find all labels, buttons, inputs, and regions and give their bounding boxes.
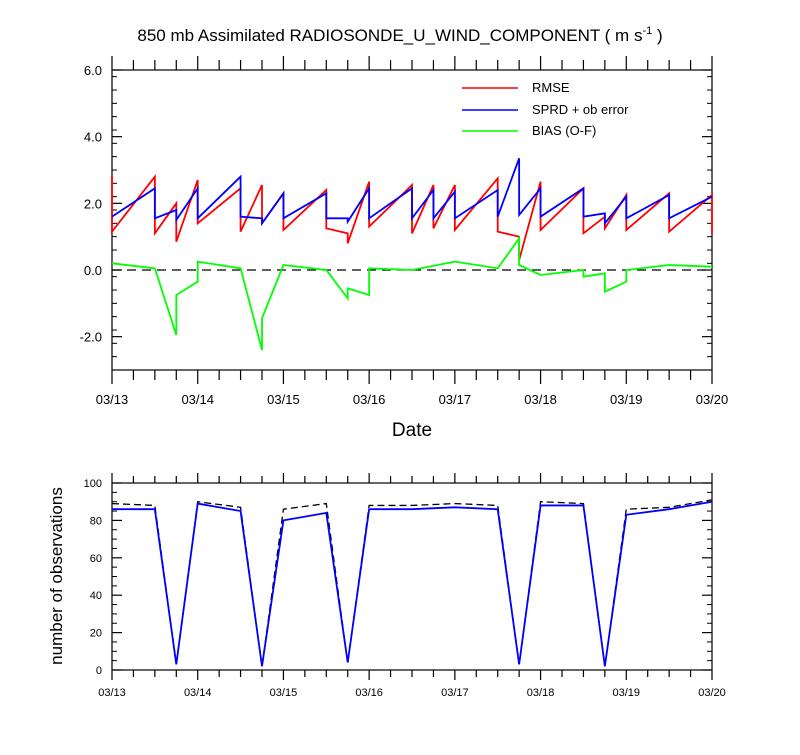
chart-title-main: 850 mb Assimilated RADIOSONDE_U_WIND_COM… (137, 26, 642, 45)
y-tick-label: 6.0 (84, 63, 102, 78)
y-tick-label: 60 (90, 553, 102, 565)
chart-title-suffix: ) (652, 26, 662, 45)
top-x-ticks: 03/13 03/14 03/15 03/16 03/17 03/18 03/19 03/20 (96, 56, 729, 407)
y-tick-label: 0.0 (84, 263, 102, 278)
x-tick-label: 03/14 (184, 687, 212, 699)
chart-title-sup: -1 (642, 25, 652, 37)
bottom-x-ticks: 03/13 03/14 03/15 03/16 03/17 03/18 03/19 03/20 (98, 473, 726, 699)
x-tick-label: 03/15 (270, 687, 298, 699)
y-tick-label: 40 (90, 590, 102, 602)
y-tick-label: 2.0 (84, 196, 102, 211)
x-tick-label: 03/17 (439, 392, 472, 407)
x-tick-label: 03/17 (441, 687, 469, 699)
legend-sprd-label: SPRD + ob error (532, 102, 629, 117)
series-line-sprd-ob-error (111, 158, 713, 227)
x-tick-label: 03/19 (613, 687, 641, 699)
x-tick-label: 03/20 (696, 392, 729, 407)
top-panel: -2.00.02.04.06.0 03/13 03/14 03/15 03/16 03/… (80, 56, 729, 441)
series-line-used (112, 500, 713, 667)
legend-rmse-label: RMSE (532, 80, 570, 95)
bottom-plot-frame (111, 482, 713, 671)
y-tick-label: 80 (90, 515, 102, 527)
x-tick-label: 03/16 (353, 392, 386, 407)
x-tick-label: 03/18 (524, 392, 557, 407)
x-tick-label: 03/15 (267, 392, 300, 407)
y-tick-label: 0 (96, 665, 102, 677)
y-tick-label: 100 (84, 478, 102, 490)
chart-title: 850 mb Assimilated RADIOSONDE_U_WIND_COM… (137, 25, 662, 45)
x-tick-label: 03/16 (355, 687, 383, 699)
x-tick-label: 03/18 (527, 687, 555, 699)
top-legend: RMSE SPRD + ob error BIAS (O-F) (462, 80, 629, 138)
x-tick-label: 03/13 (96, 392, 129, 407)
x-tick-label: 03/19 (610, 392, 643, 407)
top-x-axis-label: Date (392, 420, 432, 441)
legend-bias-label: BIAS (O-F) (532, 123, 596, 138)
x-tick-label: 03/20 (698, 687, 726, 699)
series-line-possible (111, 499, 713, 667)
y-tick-label: -2.0 (80, 330, 102, 345)
bottom-y-axis-label: number of observations (47, 487, 66, 665)
x-tick-label: 03/14 (181, 392, 214, 407)
bottom-y-ticks: 0 20 40 60 80 100 (84, 478, 712, 677)
y-tick-label: 20 (90, 628, 102, 640)
series-line-bias-o-f (111, 235, 713, 351)
x-tick-label: 03/13 (98, 687, 126, 699)
top-series (111, 158, 713, 351)
y-tick-label: 4.0 (84, 130, 102, 145)
bottom-series (111, 499, 713, 667)
